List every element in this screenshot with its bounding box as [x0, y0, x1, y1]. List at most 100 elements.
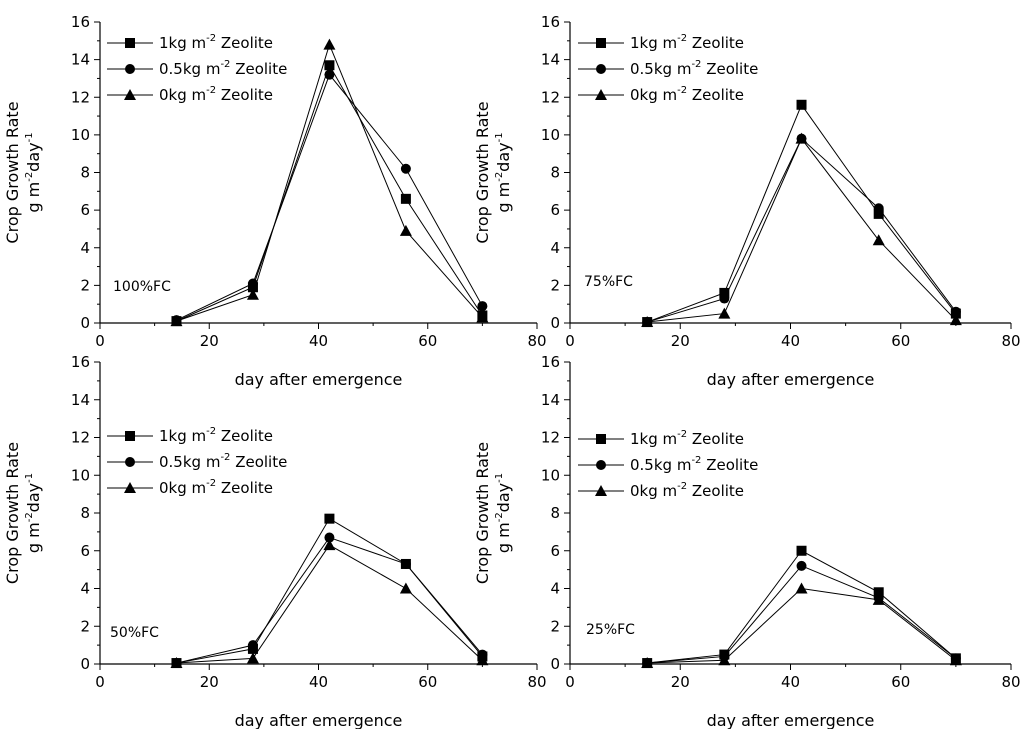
y-tick-label: 4	[80, 580, 90, 598]
series-line	[176, 75, 482, 321]
y-tick-label: 14	[71, 51, 90, 69]
x-tick-label: 0	[95, 673, 105, 691]
y-axis-unit: g m-2day-1	[494, 473, 513, 553]
legend-label: 0.5kg m-2 Zeolite	[630, 59, 758, 78]
legend-label: 0kg m-2 Zeolite	[159, 478, 273, 497]
panel-label: 100%FC	[113, 279, 171, 295]
x-tick-label: 80	[527, 673, 546, 691]
legend-marker	[125, 38, 135, 48]
legend-marker	[125, 431, 135, 441]
y-tick-label: 0	[80, 655, 90, 673]
x-tick-label: 80	[527, 332, 546, 350]
data-point	[324, 514, 334, 524]
legend-label: 0.5kg m-2 Zeolite	[159, 59, 287, 78]
y-tick-label: 8	[550, 504, 560, 522]
y-tick-label: 4	[550, 239, 560, 257]
y-axis-title: Crop Growth Rate	[3, 101, 22, 243]
y-tick-label: 8	[80, 504, 90, 522]
data-point	[401, 164, 411, 174]
y-tick-label: 6	[80, 201, 90, 219]
series-line	[647, 139, 956, 322]
y-tick-label: 0	[550, 655, 560, 673]
y-tick-label: 12	[541, 88, 560, 106]
y-tick-label: 10	[541, 126, 560, 144]
data-point	[401, 194, 411, 204]
legend-label: 0kg m-2 Zeolite	[630, 85, 744, 104]
data-point	[323, 39, 335, 50]
y-tick-label: 16	[71, 353, 90, 371]
data-point	[400, 225, 412, 236]
series-line	[647, 589, 956, 664]
series-line	[647, 566, 956, 663]
y-tick-label: 6	[550, 201, 560, 219]
legend-marker	[596, 38, 606, 48]
data-point	[323, 539, 335, 550]
x-tick-label: 40	[309, 332, 328, 350]
legend-marker	[125, 457, 135, 467]
legend-label: 1kg m-2 Zeolite	[630, 33, 744, 52]
x-tick-label: 60	[891, 332, 910, 350]
y-tick-label: 14	[541, 391, 560, 409]
data-point	[247, 652, 259, 663]
y-axis-title: Crop Growth Rate	[473, 101, 492, 243]
series-line	[176, 538, 482, 664]
x-tick-label: 40	[309, 673, 328, 691]
x-tick-label: 0	[565, 673, 575, 691]
panel-label: 75%FC	[584, 274, 633, 290]
y-tick-label: 14	[71, 391, 90, 409]
x-axis-title: day after emergence	[707, 370, 875, 389]
y-tick-label: 0	[80, 314, 90, 332]
y-tick-label: 2	[80, 276, 90, 294]
y-tick-label: 2	[550, 617, 560, 635]
y-tick-label: 12	[71, 88, 90, 106]
chart-panel: 0 2 4 6 8 10 12 14 16 0 20 40 60 80 day after emergenc…	[473, 353, 1021, 729]
legend-label: 1kg m-2 Zeolite	[630, 429, 744, 448]
y-tick-label: 12	[71, 429, 90, 447]
y-tick-label: 8	[550, 164, 560, 182]
x-axis-title: day after emergence	[235, 370, 403, 389]
legend-label: 0.5kg m-2 Zeolite	[159, 452, 287, 471]
data-point	[797, 546, 807, 556]
chart-panel: 0 2 4 6 8 10 12 14 16 0 20 40 60 80 day after emergenc…	[473, 13, 1021, 389]
y-tick-label: 12	[541, 429, 560, 447]
x-tick-label: 60	[418, 332, 437, 350]
x-tick-label: 20	[200, 332, 219, 350]
x-tick-label: 40	[781, 332, 800, 350]
legend-label: 1kg m-2 Zeolite	[159, 426, 273, 445]
x-tick-label: 80	[1001, 673, 1020, 691]
y-tick-label: 4	[550, 580, 560, 598]
chart-panel: 0 2 4 6 8 10 12 14 16 0 20 40 60 80 day after emergenc…	[3, 353, 547, 729]
data-point	[874, 203, 884, 213]
legend-label: 0.5kg m-2 Zeolite	[630, 455, 758, 474]
x-tick-label: 60	[418, 673, 437, 691]
y-tick-label: 16	[71, 13, 90, 31]
data-point	[477, 301, 487, 311]
y-tick-label: 10	[71, 126, 90, 144]
y-tick-label: 16	[541, 353, 560, 371]
y-axis-unit: g m-2day-1	[494, 132, 513, 212]
legend-marker	[596, 460, 606, 470]
data-point	[797, 100, 807, 110]
y-tick-label: 14	[541, 51, 560, 69]
legend-marker	[596, 434, 606, 444]
legend-label: 0kg m-2 Zeolite	[159, 85, 273, 104]
data-point	[797, 561, 807, 571]
data-point	[400, 583, 412, 594]
y-tick-label: 4	[80, 239, 90, 257]
x-axis-title: day after emergence	[707, 711, 875, 729]
y-tick-label: 0	[550, 314, 560, 332]
data-point	[401, 559, 411, 569]
data-point	[873, 234, 885, 245]
x-tick-label: 0	[565, 332, 575, 350]
series-line	[647, 139, 956, 322]
legend-label: 0kg m-2 Zeolite	[630, 481, 744, 500]
x-tick-label: 80	[1001, 332, 1020, 350]
x-axis-title: day after emergence	[235, 711, 403, 729]
legend-marker	[596, 64, 606, 74]
x-tick-label: 0	[95, 332, 105, 350]
data-point	[324, 60, 334, 70]
y-axis-title: Crop Growth Rate	[473, 442, 492, 584]
chart-panel: 0 2 4 6 8 10 12 14 16 0 20 40 60 80 day after emergenc…	[3, 13, 547, 389]
y-tick-label: 2	[80, 617, 90, 635]
